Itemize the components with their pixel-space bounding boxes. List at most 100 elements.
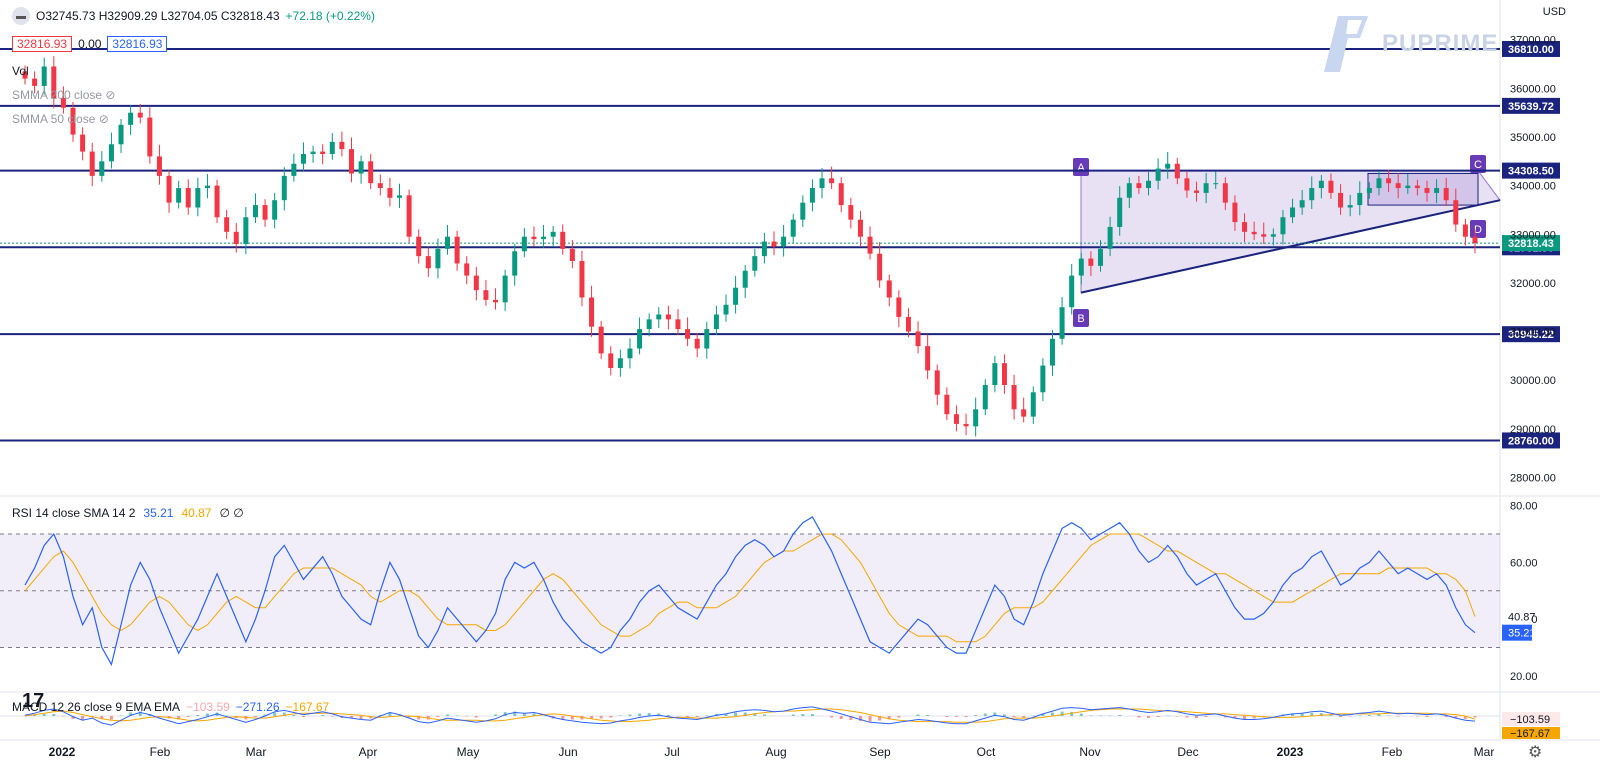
candle-body	[1309, 188, 1315, 201]
macd-histogram-bar	[52, 714, 56, 716]
level-label-box	[1502, 40, 1560, 57]
macd-histogram-bar	[321, 715, 325, 716]
candle-body	[1299, 200, 1305, 208]
price-tick-label: 37000.00	[1510, 35, 1556, 47]
macd-histogram-bar	[138, 711, 142, 716]
volume-legend[interactable]: Vol	[12, 64, 29, 78]
candle-body	[1049, 338, 1055, 366]
candle-body	[627, 348, 633, 359]
rsi-axis-label: 35.21	[1508, 628, 1536, 640]
sell-price[interactable]: 32816.93	[12, 36, 73, 52]
price-tick-label: 29000.00	[1510, 424, 1556, 436]
macd-histogram-bar	[263, 714, 267, 716]
macd-histogram-bar	[494, 714, 498, 716]
candle-body	[358, 161, 364, 174]
candle-body	[1194, 190, 1200, 193]
macd-histogram-bar	[330, 716, 334, 717]
candle-body	[243, 217, 249, 244]
macd-histogram-bar	[513, 711, 517, 716]
candle-body	[1251, 231, 1257, 235]
candle-body	[493, 299, 499, 303]
candle-body	[1165, 163, 1171, 169]
macd-histogram-bar	[743, 712, 747, 716]
macd-histogram-bar	[1463, 716, 1467, 719]
price-tick-label: 31000.00	[1510, 327, 1556, 339]
macd-histogram-bar	[33, 715, 37, 716]
rsi-legend[interactable]: RSI 14 close SMA 14 2 35.21 40.87 ∅ ∅	[12, 506, 244, 520]
candle-body	[1443, 188, 1449, 201]
time-tick-label: Oct	[977, 745, 996, 759]
time-tick-label: Sep	[869, 745, 891, 759]
candle-body	[1069, 275, 1075, 308]
macd-histogram-bar	[1454, 716, 1458, 719]
macd-histogram-bar	[609, 716, 613, 718]
candle-body	[1270, 234, 1276, 237]
macd-histogram-bar	[1473, 716, 1477, 718]
candle-body	[128, 112, 134, 125]
macd-histogram-bar	[1233, 716, 1237, 719]
collapse-icon[interactable]: ▬	[12, 7, 30, 25]
candle-body	[665, 314, 671, 320]
buy-price[interactable]: 32816.93	[107, 36, 168, 52]
macd-histogram-bar	[417, 716, 421, 720]
candle-body	[348, 149, 354, 174]
candle-body	[1434, 188, 1440, 193]
xabcd-pattern: A B C D	[1073, 155, 1501, 327]
candle-body	[70, 107, 76, 135]
candle-body	[982, 385, 988, 410]
candle-body	[829, 178, 835, 184]
macd-histogram-bar	[1012, 716, 1016, 717]
candle-body	[521, 236, 527, 252]
hidden-eye-icon[interactable]: ⊘	[105, 88, 116, 102]
macd-signal-line	[24, 708, 1476, 723]
candle-body	[166, 175, 172, 203]
price-change: +72.18 (+0.22%)	[285, 9, 375, 23]
rsi-extra: ∅ ∅	[219, 506, 244, 520]
macd-histogram-bar	[1175, 716, 1179, 717]
candle-body	[300, 154, 306, 164]
settings-gear-icon[interactable]: ⚙	[1528, 744, 1543, 761]
macd-histogram-bar	[129, 712, 133, 716]
macd-histogram-bar	[762, 714, 766, 716]
macd-histogram-bar	[993, 712, 997, 716]
candle-body	[32, 78, 38, 86]
candle-body	[80, 134, 86, 152]
candle-body	[656, 314, 662, 320]
macd-legend[interactable]: MACD 12 26 close 9 EMA EMA −103.59 −271.…	[12, 700, 329, 714]
macd-histogram-bar	[801, 714, 805, 716]
candle-body	[483, 290, 489, 300]
macd-histogram-bar	[1319, 713, 1323, 716]
pattern-point-marker	[1470, 155, 1486, 173]
currency-label[interactable]: USD	[1542, 6, 1566, 18]
candle-body	[502, 275, 508, 303]
pattern-point-marker	[1073, 309, 1089, 327]
candle-body	[1001, 363, 1007, 386]
smma200-legend[interactable]: SMMA 200 close ⊘	[12, 88, 115, 102]
macd-line-value: −271.26	[235, 700, 280, 714]
candle-body	[1357, 192, 1363, 206]
ohlc-values: O32745.73 H32909.29 L32704.05 C32818.43	[36, 9, 280, 23]
candle-body	[1366, 188, 1372, 193]
candle-body	[147, 117, 153, 157]
hidden-eye-icon[interactable]: ⊘	[98, 112, 109, 126]
macd-histogram-bar	[657, 713, 661, 716]
horizontal-levels[interactable]: 36810.0035639.7234308.5032731.9030945.22…	[0, 40, 1560, 449]
macd-histogram-bar	[1243, 716, 1247, 719]
macd-histogram-bar	[734, 712, 738, 716]
candle-body	[176, 188, 182, 203]
tradingview-logo-icon[interactable]: 17	[22, 690, 45, 712]
macd-histogram-bar	[1367, 715, 1371, 716]
candle-body	[1376, 178, 1382, 189]
macd-histogram-bar	[647, 713, 651, 716]
macd-histogram-bar	[839, 716, 843, 719]
candle-body	[224, 217, 230, 232]
smma50-legend[interactable]: SMMA 50 close ⊘	[12, 112, 109, 126]
macd-histogram-bar	[599, 716, 603, 719]
macd-histogram-bar	[897, 716, 901, 718]
candle-body	[41, 66, 47, 86]
candle-body	[608, 353, 614, 368]
candle-body	[1097, 248, 1103, 266]
price-tick-label: 32000.00	[1510, 278, 1556, 290]
